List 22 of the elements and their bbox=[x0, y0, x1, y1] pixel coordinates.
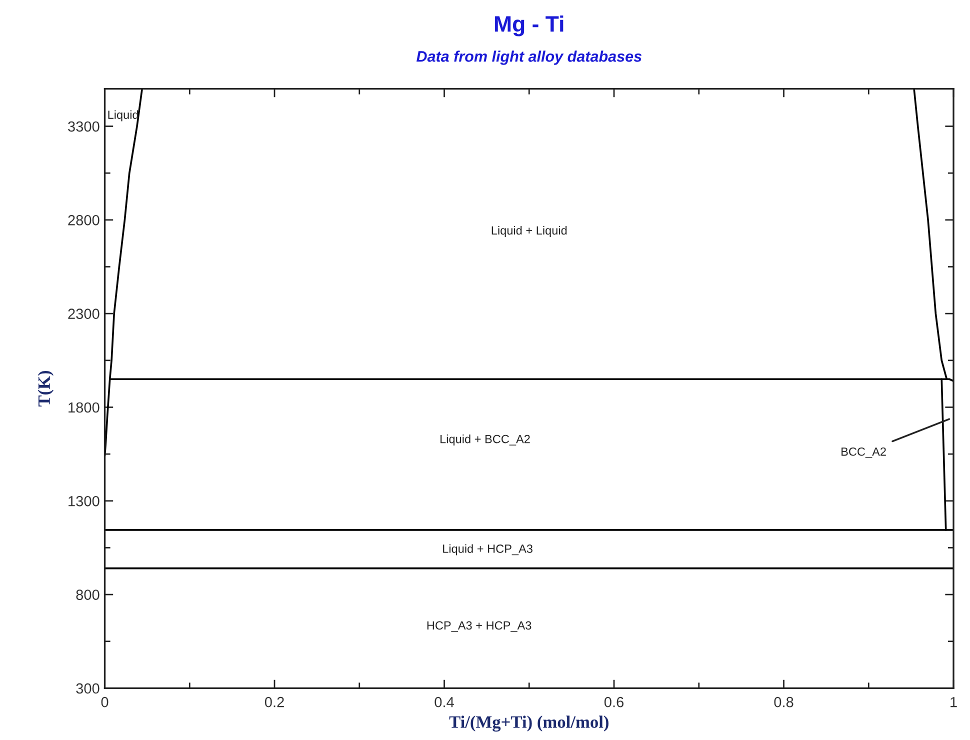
x-tick-label: 0 bbox=[101, 696, 108, 708]
y-tick-label: 2800 bbox=[68, 215, 100, 226]
y-tick-label: 2300 bbox=[68, 308, 100, 320]
y-tick-label: 1300 bbox=[68, 496, 100, 506]
x-tick-label: 0.6 bbox=[604, 696, 624, 708]
annotation: BCC_A2 bbox=[842, 447, 886, 458]
chart-subtitle: Data from light alloy databases bbox=[416, 50, 642, 65]
annotation: Liquid + HCP_A3 bbox=[443, 544, 532, 556]
y-tick-label: 300 bbox=[76, 683, 100, 694]
x-tick-label: 0.4 bbox=[434, 696, 454, 708]
y-tick-label: 3300 bbox=[68, 121, 100, 132]
annotation: Liquid + Liquid bbox=[492, 226, 567, 237]
chart-title: Mg - Ti bbox=[495, 15, 564, 36]
annotation: Liquid + BCC_A2 bbox=[440, 434, 530, 446]
y-tick-label: 800 bbox=[76, 590, 100, 600]
x-axis-title: Ti/(Mg+Ti) (mol/mol) bbox=[449, 716, 608, 732]
x-tick-label: 0.2 bbox=[264, 696, 284, 708]
y-axis-title: T(K) bbox=[38, 370, 54, 407]
y-tick-label: 1800 bbox=[68, 402, 100, 413]
x-tick-label: 1 bbox=[950, 697, 957, 708]
x-tick-label: 0.8 bbox=[774, 696, 794, 708]
annotation: HCP_A3 + HCP_A3 bbox=[427, 621, 532, 632]
